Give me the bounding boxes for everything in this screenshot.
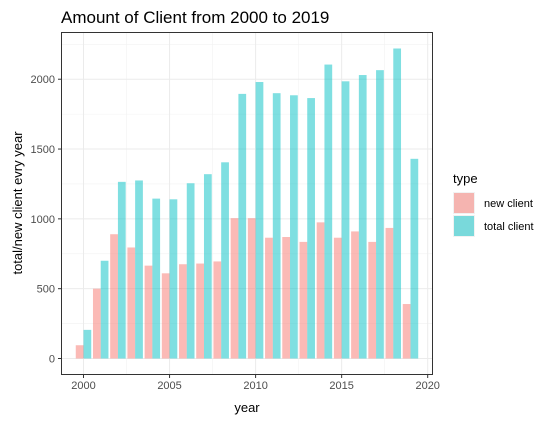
bar: [282, 237, 291, 359]
legend-label: total client: [484, 221, 534, 233]
bar: [100, 260, 109, 359]
bar: [110, 234, 118, 359]
bar: [144, 265, 153, 359]
bar: [75, 345, 84, 359]
legend-swatch: [454, 216, 474, 236]
bar: [213, 261, 222, 359]
bar: [307, 98, 315, 359]
y-axis: 0 500 1000 1500 2000: [31, 74, 62, 366]
chart-title: Amount of Client from 2000 to 2019: [61, 8, 329, 27]
bar: [92, 288, 101, 359]
bar: [196, 263, 204, 359]
bar: [358, 75, 367, 359]
bars: [75, 48, 419, 359]
x-tick-label: 2020: [415, 380, 439, 392]
bar: [186, 183, 195, 359]
bar: [299, 241, 308, 359]
x-tick-label: 2000: [71, 380, 95, 392]
x-tick-label: 2010: [243, 380, 267, 392]
bar: [117, 181, 126, 359]
y-tick-label: 0: [49, 354, 55, 366]
bar: [376, 70, 384, 359]
bar: [135, 180, 143, 359]
bar: [247, 218, 256, 359]
legend: new client total client: [453, 192, 534, 237]
bar: [255, 82, 264, 359]
bar: [83, 329, 92, 359]
bar: [341, 81, 350, 359]
bar: [169, 199, 178, 359]
y-tick-label: 500: [37, 284, 55, 296]
bar: [238, 93, 247, 359]
bar: [385, 227, 394, 359]
bar: [203, 174, 212, 359]
bar: [230, 218, 239, 359]
y-tick-label: 2000: [31, 74, 55, 86]
bar: [333, 237, 342, 359]
bar: [402, 304, 411, 359]
bar: [290, 95, 298, 359]
bar: [272, 93, 281, 359]
bar: [351, 231, 359, 359]
legend-title: type: [453, 171, 478, 186]
bar: [127, 247, 136, 359]
bar: [221, 162, 229, 359]
bar: [410, 158, 419, 359]
y-tick-label: 1000: [31, 214, 55, 226]
bar: [265, 237, 273, 359]
x-axis-title: year: [234, 400, 260, 415]
y-axis-title: total/new client evry year: [10, 131, 25, 275]
legend-swatch: [454, 193, 474, 213]
x-tick-label: 2005: [157, 380, 181, 392]
bar: [324, 64, 333, 359]
bar: [316, 222, 325, 359]
bar: [393, 48, 402, 359]
legend-label: new client: [484, 198, 533, 210]
bar: [161, 273, 170, 359]
x-axis: 2000 2005 2010 2015 2020: [71, 374, 440, 392]
y-tick-label: 1500: [31, 144, 55, 156]
bar: [152, 198, 161, 359]
x-tick-label: 2015: [329, 380, 353, 392]
bar: [368, 241, 377, 359]
bar: [179, 264, 187, 359]
